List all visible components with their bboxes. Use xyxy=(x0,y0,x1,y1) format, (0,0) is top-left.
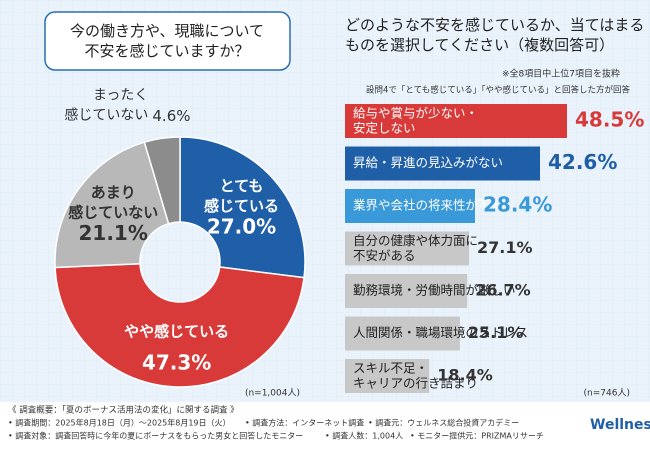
footer-item: • 調査対象：調査回答時に今年の夏にボーナスをもらった男女と回答したモニター xyxy=(8,431,303,441)
bar-value: 48.5% xyxy=(575,108,644,132)
bar-label: 給与や賞与が少ない・安定しない xyxy=(353,105,478,135)
segment-value: 47.3% xyxy=(142,350,211,374)
text-line: 安定しない xyxy=(353,120,416,135)
bar-value: 26.7% xyxy=(475,281,531,300)
chart-annotation: 設問4で「とても感じている」「やや感じている」と回答した方が回答 xyxy=(366,85,630,96)
bar xyxy=(345,231,470,266)
text-line: 自分の健康や体力面に xyxy=(353,233,478,248)
text-line: まったく xyxy=(93,88,148,104)
footer-item: • モニター提供元：PRIZMAリサーチ xyxy=(410,431,544,441)
text-line: 給与や賞与が少ない・ xyxy=(353,105,478,120)
text-line: 不安がある xyxy=(353,248,416,263)
text-line: ものを選択してください（複数回答可） xyxy=(345,36,614,54)
segment-label: やや感じている xyxy=(124,322,229,340)
footer-item: • 調査期間：2025年8月18日（月）〜2025年8月19日（火） xyxy=(8,418,231,428)
bar-label: 自分の健康や体力面に不安がある xyxy=(353,233,478,263)
footer-item: • 調査方法：インターネット調査 xyxy=(245,418,364,428)
bar-label: スキル不足・キャリアの行き詰まり xyxy=(353,360,478,390)
text-line: あまり xyxy=(91,183,136,201)
title-box xyxy=(44,11,291,71)
bar xyxy=(345,316,460,351)
text-line: どのような不安を感じているか、当てはまる xyxy=(345,16,644,34)
bar-value: 18.4% xyxy=(437,366,493,385)
chart-subtitle: ※全8項目中上位7項目を抜粋 xyxy=(502,68,620,80)
segment-label: まったく感じていない xyxy=(64,88,148,124)
chart-title: どのような不安を感じているか、当てはまるものを選択してください（複数回答可） xyxy=(345,16,644,54)
text-line: 感じていない xyxy=(64,107,148,124)
bar-label: 人間関係・職場環境のストレス xyxy=(353,325,528,340)
bar-label: 業界や会社の将来性が不安 xyxy=(353,198,503,213)
footer-heading: 《 調査概要：「夏のボーナス活用法の変化」に関する調査 》 xyxy=(8,405,239,416)
footer-item: • 調査人数：1,004人 xyxy=(325,431,403,441)
text-line: スキル不足・ xyxy=(353,360,428,375)
bar-value: 25.1% xyxy=(468,323,524,342)
donut-segment xyxy=(143,136,181,225)
bar-value: 42.6% xyxy=(548,150,617,174)
text-line: 今の働き方や、現職について xyxy=(70,22,264,40)
bar xyxy=(345,104,567,138)
logo: Wellness xyxy=(590,417,650,433)
bar xyxy=(345,359,430,393)
donut-segment xyxy=(179,136,306,279)
segment-label: あまり感じていない xyxy=(68,183,158,221)
sample-note: (n=746人) xyxy=(584,388,630,399)
text-line: とても xyxy=(220,176,264,194)
bar xyxy=(345,274,468,308)
chart-title: 今の働き方や、現職について不安を感じていますか？ xyxy=(70,22,264,60)
footer-item: • 調査元：ウェルネス総合投資アカデミー xyxy=(368,418,519,428)
bar xyxy=(345,146,540,181)
bar-value: 28.4% xyxy=(483,193,552,217)
bar-label: 昇給・昇進の見込みがない xyxy=(353,155,503,170)
donut-segment xyxy=(54,262,305,388)
text-line: 感じていない xyxy=(68,203,158,221)
sample-note: (n=1,004人) xyxy=(245,388,300,399)
donut-segment xyxy=(54,141,170,269)
text-line: 不安を感じていますか？ xyxy=(84,42,249,60)
segment-value: 21.1% xyxy=(79,221,148,245)
segment-value: 27.0% xyxy=(207,214,276,238)
text-line: キャリアの行き詰まり xyxy=(353,375,478,390)
bar-value: 27.1% xyxy=(477,238,533,257)
bar-label: 勤務環境・労働時間が厳しい xyxy=(353,283,516,298)
footer-bg xyxy=(0,402,650,450)
segment-value: 4.6% xyxy=(152,107,190,125)
text-line: 感じている xyxy=(204,196,279,214)
bar xyxy=(345,189,475,223)
segment-label: とても感じている xyxy=(204,176,279,214)
